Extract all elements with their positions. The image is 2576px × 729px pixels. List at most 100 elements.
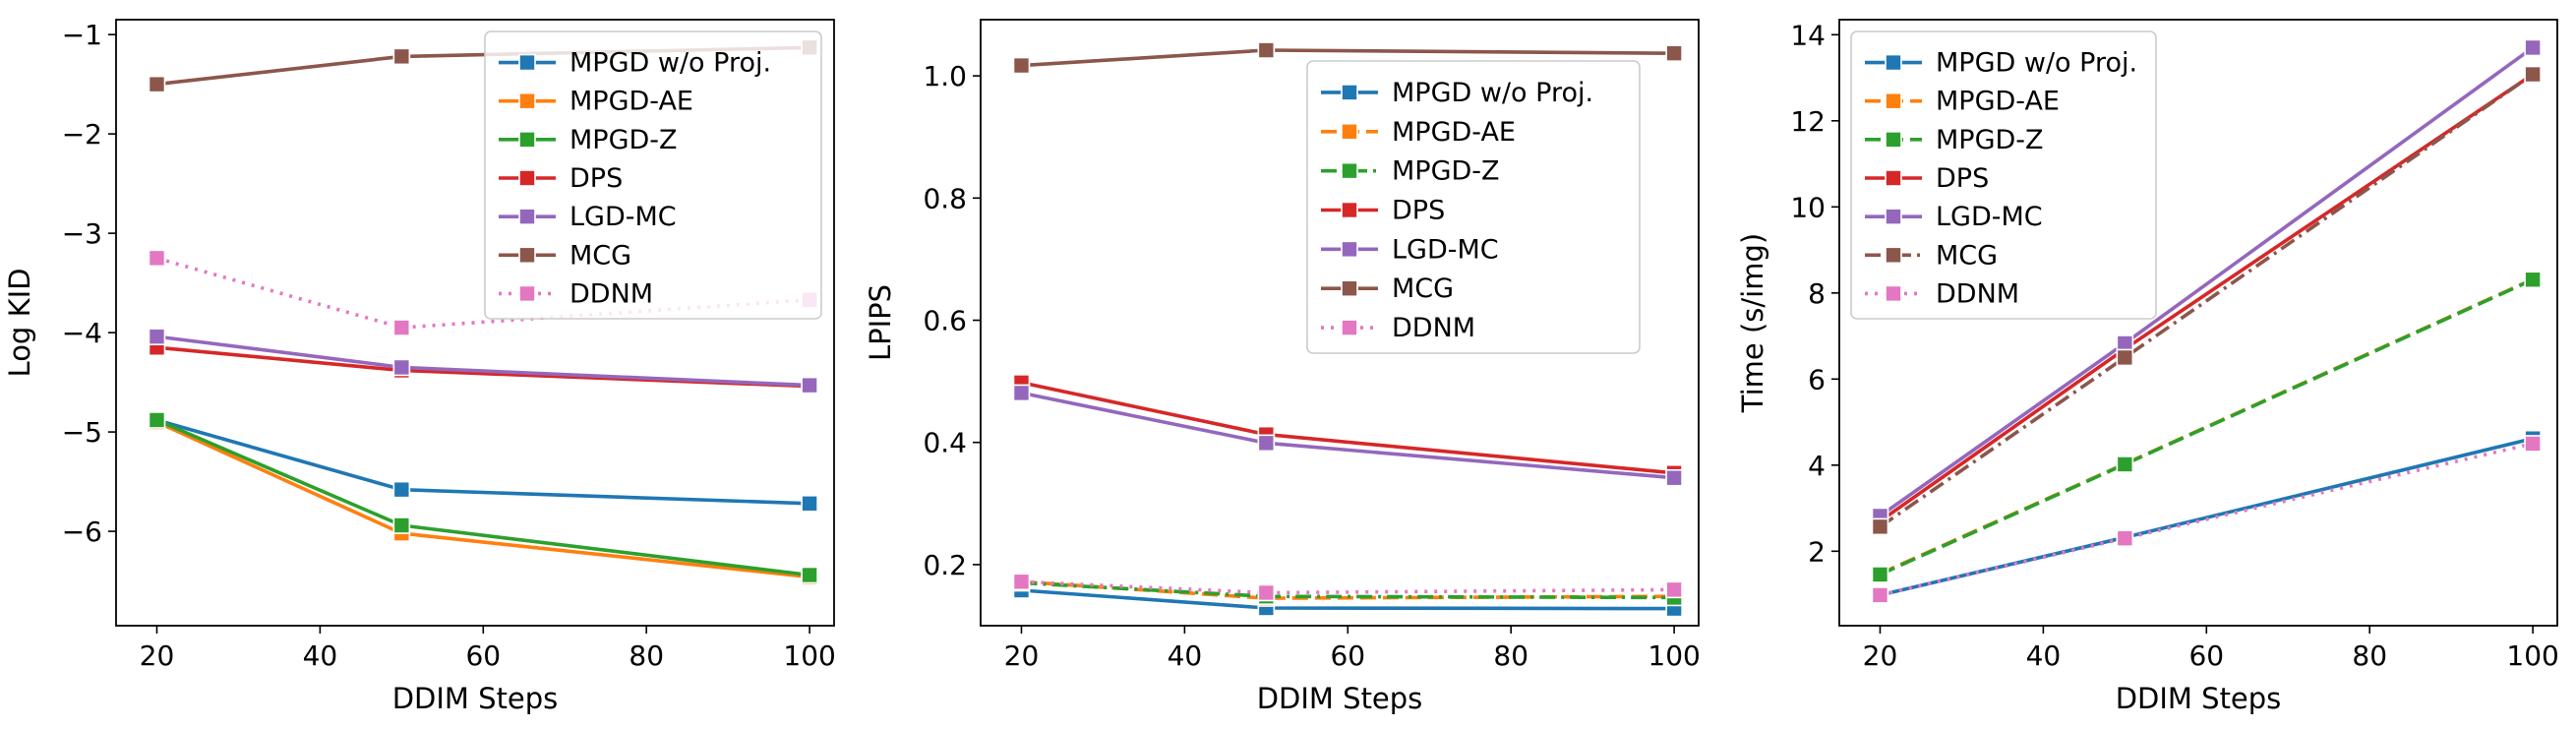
legend-label-mcg: MCG [1392,273,1454,304]
legend-label-mpgd-w-o-proj: MPGD w/o Proj. [1392,78,1593,108]
legend-marker-mpgd-ae [1341,122,1358,141]
x-tick-label: 100 [1647,639,1700,672]
legend-label-mpgd-z: MPGD-Z [1936,125,2044,155]
chart-1: 20 40 60 80 100 −6 −5 −4 −3 −2 −1 DDIM Steps Log KID… [3,19,836,715]
y-tick-label: 8 [1808,277,1826,310]
data-point-mpgd-z [1871,566,1889,583]
legend-label-mcg: MCG [1936,240,1998,271]
legend-label-ddnm: DDNM [1936,278,2019,309]
data-point-ddnm [2116,529,2134,547]
legend: MPGD w/o Proj. MPGD-AE MPGD-Z DPS LGD-MC MCG D… [1850,30,2157,320]
data-point-mcg [2524,65,2542,84]
legend-marker-ddnm [1341,319,1358,336]
y-tick-label: 4 [1808,450,1826,482]
y-tick-label: 1.0 [923,60,967,92]
y-tick-label: −5 [62,416,102,449]
series-group [148,38,818,586]
data-point-mcg [2116,348,2134,367]
legend: MPGD w/o Proj. MPGD-AE MPGD-Z DPS LGD-MC MCG D… [484,30,822,320]
legend-label-ddnm: DDNM [569,278,653,309]
x-tick-label: 60 [2188,639,2224,672]
data-point-ddnm [1665,580,1683,599]
plot-frame [115,19,835,627]
legend-label-dps: DPS [1392,196,1445,226]
data-point-mcg [1012,56,1031,75]
legend-marker-mcg [518,246,536,265]
y-tick-label: 14 [1790,19,1826,51]
y-tick-label: 12 [1790,105,1826,138]
x-axis-label: DDIM Steps [2116,682,2282,715]
x-tick-label: 80 [1493,639,1528,672]
legend: MPGD w/o Proj. MPGD-AE MPGD-Z DPS LGD-MC MCG D… [1306,60,1641,354]
legend-label-mpgd-z: MPGD-Z [569,125,678,155]
y-axis-label: LPIPS [864,284,897,361]
data-point-mpgd-z [2524,271,2542,289]
data-point-mcg [148,75,166,93]
x-tick-label: 100 [783,639,835,672]
legend-marker-dps [518,169,536,187]
data-point-lgd-mc [1012,384,1031,402]
data-point-lgd-mc [392,358,411,377]
series-line-mpgd-z [154,418,811,577]
legend-label-mpgd-ae: MPGD-AE [1936,87,2060,117]
legend-marker-lgd-mc [518,208,536,225]
series-line-dps [1019,381,1676,475]
y-tick-label: 6 [1808,363,1826,395]
x-axis-label: DDIM Steps [1257,682,1423,715]
chart-3: 20 40 60 80 100 2 4 6 8 10 12 14 DDIM Steps Time (s/i… [1736,19,2559,715]
y-tick-label: −3 [62,217,102,250]
data-point-lgd-mc [148,328,166,345]
y-tick-label: 0.2 [923,549,967,581]
y-tick-label: 0.4 [923,427,967,459]
y-tick-label: 0.8 [923,182,967,214]
data-point-mpgd-z [801,566,818,584]
legend-label-mcg: MCG [569,240,631,271]
legend-label-mpgd-z: MPGD-Z [1392,156,1500,187]
legend-marker-mpgd-z [1341,161,1358,180]
x-tick-label: 20 [1863,639,1898,672]
x-tick-label: 60 [1330,639,1365,672]
series-line-lgd-mc [154,334,811,388]
legend-label-lgd-mc: LGD-MC [1392,234,1499,265]
legend-box [1306,60,1641,354]
x-tick-label: 80 [629,639,664,672]
legend-label-mpgd-ae: MPGD-AE [1392,117,1516,148]
legend-marker-lgd-mc [1341,240,1358,259]
legend-label-mpgd-ae: MPGD-AE [569,87,693,117]
data-point-mpgd-z [148,411,166,429]
data-point-ddnm [1012,573,1031,591]
x-tick-label: 20 [140,639,175,672]
chart-2: 20 40 60 80 100 0.2 0.4 0.6 0.8 1.0 DDIM Steps LPIP… [864,19,1701,715]
data-point-mcg [392,47,411,66]
data-point-mpgd-w-o-proj [801,494,818,513]
data-point-ddnm [2524,435,2542,453]
y-tick-label: −6 [62,516,102,548]
data-point-mcg [1665,44,1683,62]
data-point-lgd-mc [2524,38,2542,57]
y-tick-label: 0.6 [923,305,967,337]
legend-marker-mpgd-w-o-proj [518,53,536,72]
y-tick-label: −1 [62,19,102,51]
legend-marker-mpgd-w-o-proj [1341,84,1358,101]
legend-label-ddnm: DDNM [1392,313,1475,343]
y-tick-label: 10 [1790,191,1826,223]
series-group [1012,41,1683,618]
series-line-mpgd-ae [1879,277,2534,576]
y-tick-label: −2 [62,118,102,151]
legend-label-dps: DPS [1936,163,1989,194]
legend-marker-ddnm [1885,284,1902,303]
legend-marker-mpgd-w-o-proj [1885,53,1902,72]
x-tick-label: 20 [1004,639,1040,672]
legend-label-mpgd-w-o-proj: MPGD w/o Proj. [1936,48,2137,79]
y-tick-label: 2 [1808,535,1826,568]
data-point-lgd-mc [1257,434,1276,453]
data-point-mpgd-w-o-proj [392,480,411,499]
data-point-mcg [1257,41,1276,59]
data-point-mcg [1871,517,1889,536]
legend-marker-mpgd-ae [518,91,536,110]
legend-marker-mpgd-z [518,131,536,149]
data-point-ddnm [148,249,166,268]
x-tick-label: 40 [1168,639,1203,672]
legend-marker-mcg [1885,246,1902,265]
